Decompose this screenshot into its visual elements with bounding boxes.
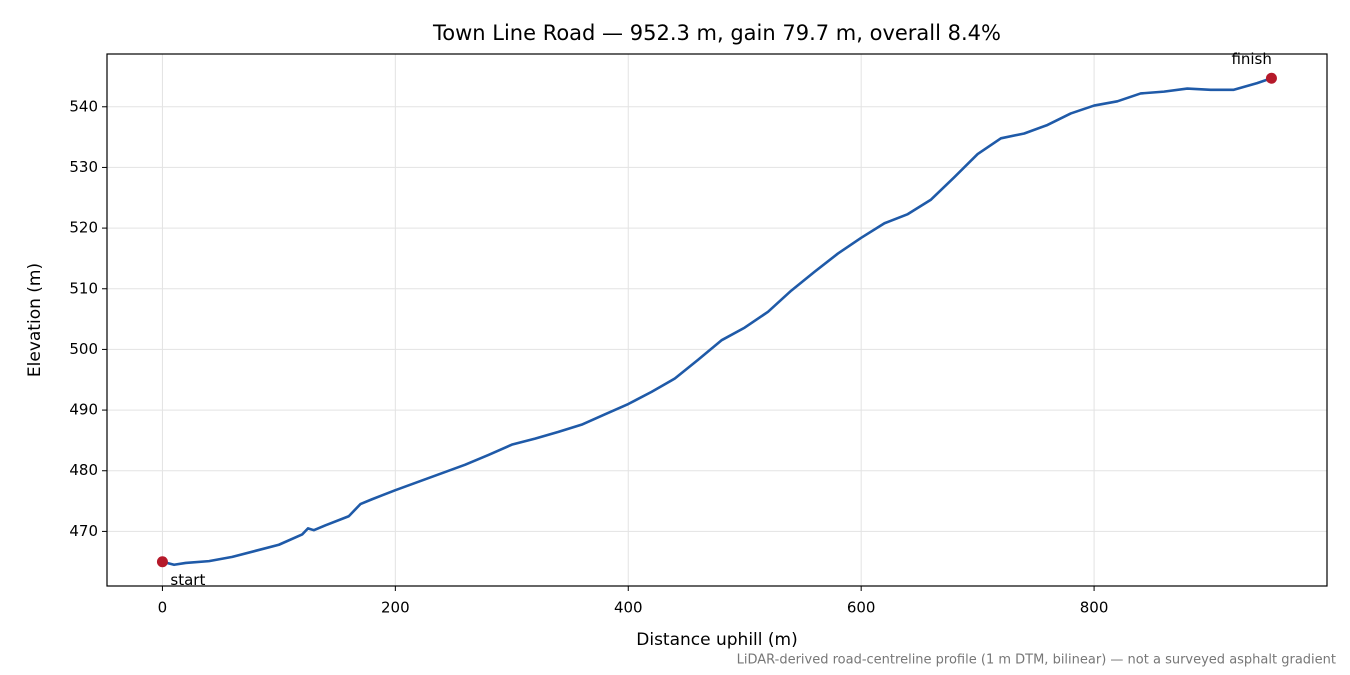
y-tick-label: 470: [69, 522, 98, 540]
x-tick-label: 800: [1080, 599, 1109, 617]
x-tick-label: 600: [847, 599, 876, 617]
endpoint-annotation: start: [170, 571, 205, 589]
endpoint-marker: [1265, 72, 1277, 84]
x-tick-label: 400: [614, 599, 643, 617]
y-tick-label: 510: [69, 279, 98, 297]
y-tick-label: 520: [69, 219, 98, 237]
y-axis-label: Elevation (m): [25, 263, 45, 377]
endpoint-marker: [156, 556, 168, 568]
y-tick-label: 480: [69, 461, 98, 479]
footnote: LiDAR-derived road-centreline profile (1…: [737, 653, 1336, 668]
x-axis-label: Distance uphill (m): [636, 630, 797, 650]
x-tick-label: 0: [158, 599, 168, 617]
plot-frame: [106, 53, 1328, 587]
y-tick-label: 530: [69, 158, 98, 176]
x-tick-label: 200: [381, 599, 410, 617]
endpoint-annotation: finish: [1231, 50, 1271, 68]
profile-line: [162, 77, 1272, 567]
y-tick-label: 540: [69, 97, 98, 115]
y-tick-label: 500: [69, 340, 98, 358]
chart-title: Town Line Road — 952.3 m, gain 79.7 m, o…: [432, 21, 1001, 45]
y-tick-label: 490: [69, 401, 98, 419]
